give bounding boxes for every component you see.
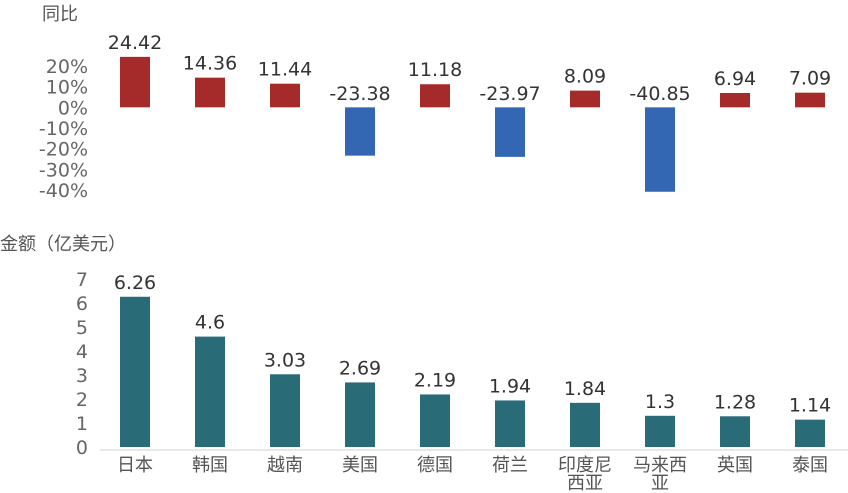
amount-tick-label: 5 [76,317,88,339]
yoy-bar [420,84,450,108]
amount-value-label: 6.26 [114,272,156,294]
amount-tick-label: 0 [76,437,88,459]
amount-bar [345,382,375,447]
amount-bar [270,374,300,447]
amount-tick-label: 1 [76,413,88,435]
amount-value-label: 3.03 [264,349,306,371]
yoy-value-label: 24.42 [108,32,162,54]
category-label: 印度尼 [558,455,612,476]
amount-bar [795,419,825,447]
yoy-bar [720,92,750,108]
yoy-tick-label: -40% [39,180,88,202]
category-label: 马来西 [633,455,687,476]
yoy-value-label: 14.36 [183,53,237,75]
amount-bar [120,296,150,447]
amount-bar [195,336,225,447]
yoy-tick-label: 0% [58,97,88,119]
yoy-tick-label: -10% [39,118,88,140]
category-label: 美国 [342,455,378,476]
yoy-value-label: -40.85 [629,83,690,105]
yoy-value-label: 7.09 [789,68,831,90]
yoy-value-label: 8.09 [564,66,606,88]
amount-bar [720,416,750,447]
yoy-bar [270,83,300,108]
amount-tick-label: 7 [76,269,88,291]
category-label: 亚 [651,473,669,493]
category-label: 日本 [117,455,153,476]
amount-tick-label: 6 [76,293,88,315]
yoy-tick-label: 10% [46,77,88,99]
yoy-panel: 同比 20%10%0%-10%-20%-30%-40% 24.42 14.36 11.… [39,4,831,202]
amount-bar [495,400,525,447]
yoy-tick-label: 20% [46,56,88,78]
category-label: 西亚 [567,473,603,493]
category-label: 德国 [417,455,453,476]
amount-bar [420,394,450,447]
amount-value-label: 2.69 [339,357,381,379]
yoy-value-label: -23.97 [479,83,540,105]
yoy-axis-title: 同比 [42,4,78,25]
amount-value-label: 1.3 [645,391,675,413]
yoy-bar [345,107,375,156]
amount-value-label: 1.14 [789,395,831,417]
category-label: 韩国 [192,455,228,476]
amount-value-label: 1.84 [564,378,606,400]
yoy-bar [195,77,225,108]
amount-value-label: 1.94 [489,375,531,397]
amount-tick-label: 4 [76,341,88,363]
yoy-value-label: -23.38 [329,83,390,105]
amount-axis-title: 金额（亿美元） [0,234,126,255]
amount-tick-label: 3 [76,365,88,387]
yoy-bar [645,107,675,192]
category-label: 泰国 [792,455,828,476]
yoy-tick-label: -30% [39,159,88,181]
yoy-value-label: 11.44 [258,59,312,81]
amount-value-label: 2.19 [414,369,456,391]
yoy-bar [795,92,825,108]
category-label: 英国 [717,455,753,476]
yoy-bar [570,90,600,108]
yoy-bar [495,107,525,157]
yoy-tick-label: -20% [39,139,88,161]
amount-tick-label: 2 [76,389,88,411]
yoy-bar [120,56,150,108]
yoy-value-label: 11.18 [408,59,462,81]
category-label: 荷兰 [492,455,528,476]
amount-bar [645,415,675,447]
amount-value-label: 4.6 [195,312,225,334]
yoy-value-label: 6.94 [714,68,756,90]
amount-bar [570,402,600,447]
category-label: 越南 [267,455,303,476]
amount-value-label: 1.28 [714,391,756,413]
